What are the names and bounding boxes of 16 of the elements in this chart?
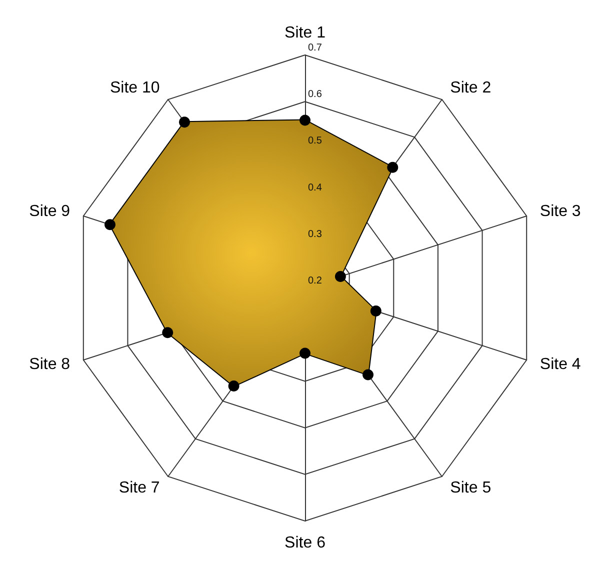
y-tick-label: 0.6 xyxy=(308,89,322,100)
spoke-label: Site 9 xyxy=(29,203,70,220)
y-tick-label: 0.4 xyxy=(308,182,322,194)
spoke-label: Site 5 xyxy=(450,479,492,496)
spoke-label: Site 8 xyxy=(29,356,70,373)
y-tick-label: 0.3 xyxy=(308,228,322,240)
spoke-label: Site 6 xyxy=(284,534,326,552)
y-tick-label: 0.2 xyxy=(308,276,322,286)
spoke-label: Site 3 xyxy=(540,203,581,220)
spoke-label: Site 10 xyxy=(110,80,160,97)
spoke-label: Site 7 xyxy=(118,479,160,496)
y-tick-label: 0.7 xyxy=(308,42,322,54)
spoke-label: Site 2 xyxy=(450,80,492,97)
spoke-label: Site 4 xyxy=(540,356,581,373)
y-tick-label: 0.5 xyxy=(308,136,322,147)
spoke-label: Site 1 xyxy=(284,24,326,42)
